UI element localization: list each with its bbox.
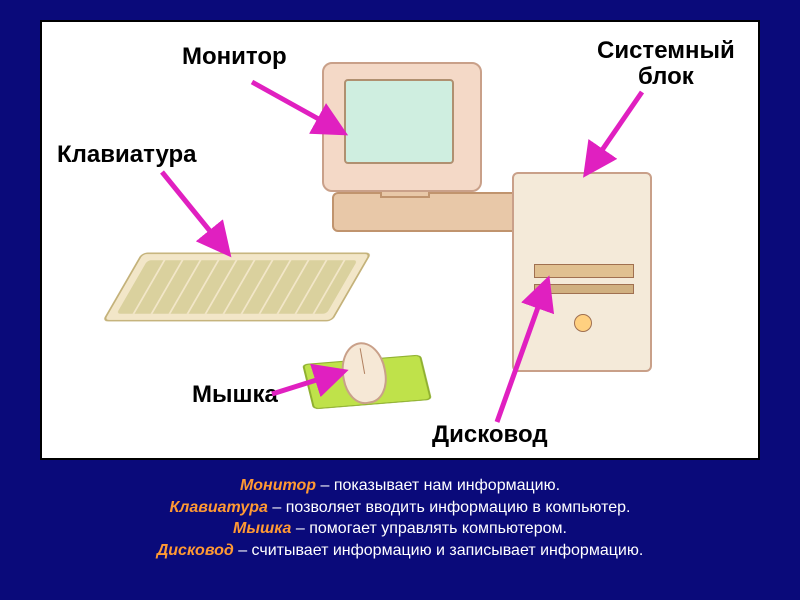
label-keyboard: Клавиатура (57, 142, 197, 168)
caption-line: Клавиатура – позволяет вводить информаци… (0, 497, 800, 519)
monitor-screen-shape (344, 79, 454, 164)
caption-line: Дисковод – считывает информацию и записы… (0, 540, 800, 562)
caption-term: Монитор (240, 477, 316, 494)
label-diskdrive: Дисковод (432, 422, 548, 448)
label-sysunit: Системный блок (597, 38, 735, 91)
caption-line: Мышка – помогает управлять компьютером. (0, 518, 800, 540)
caption-term: Дисковод (157, 542, 234, 559)
disk-drive-slot2-shape (534, 284, 634, 294)
label-monitor: Монитор (182, 44, 287, 70)
caption-block: Монитор – показывает нам информацию.Клав… (0, 475, 800, 561)
caption-line: Монитор – показывает нам информацию. (0, 475, 800, 497)
arrow (162, 172, 227, 252)
monitor-shape (322, 62, 482, 192)
caption-text: – позволяет вводить информацию в компьют… (268, 499, 631, 516)
diagram-panel: Монитор Системный блок Клавиатура Мышка … (40, 20, 760, 460)
caption-term: Клавиатура (170, 499, 268, 516)
caption-term: Мышка (233, 520, 291, 537)
caption-text: – помогает управлять компьютером. (291, 520, 567, 537)
system-unit-shape (512, 172, 652, 372)
arrow (587, 92, 642, 172)
caption-text: – показывает нам информацию. (316, 477, 560, 494)
keyboard-shape (102, 253, 372, 322)
caption-text: – считывает информацию и записывает инфо… (234, 542, 644, 559)
label-mouse: Мышка (192, 382, 278, 408)
monitor-base-shape (332, 192, 522, 232)
power-button-shape (574, 314, 592, 332)
disk-drive-slot-shape (534, 264, 634, 278)
